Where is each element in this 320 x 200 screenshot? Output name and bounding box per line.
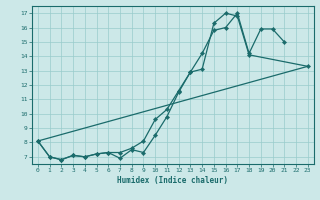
X-axis label: Humidex (Indice chaleur): Humidex (Indice chaleur) <box>117 176 228 185</box>
